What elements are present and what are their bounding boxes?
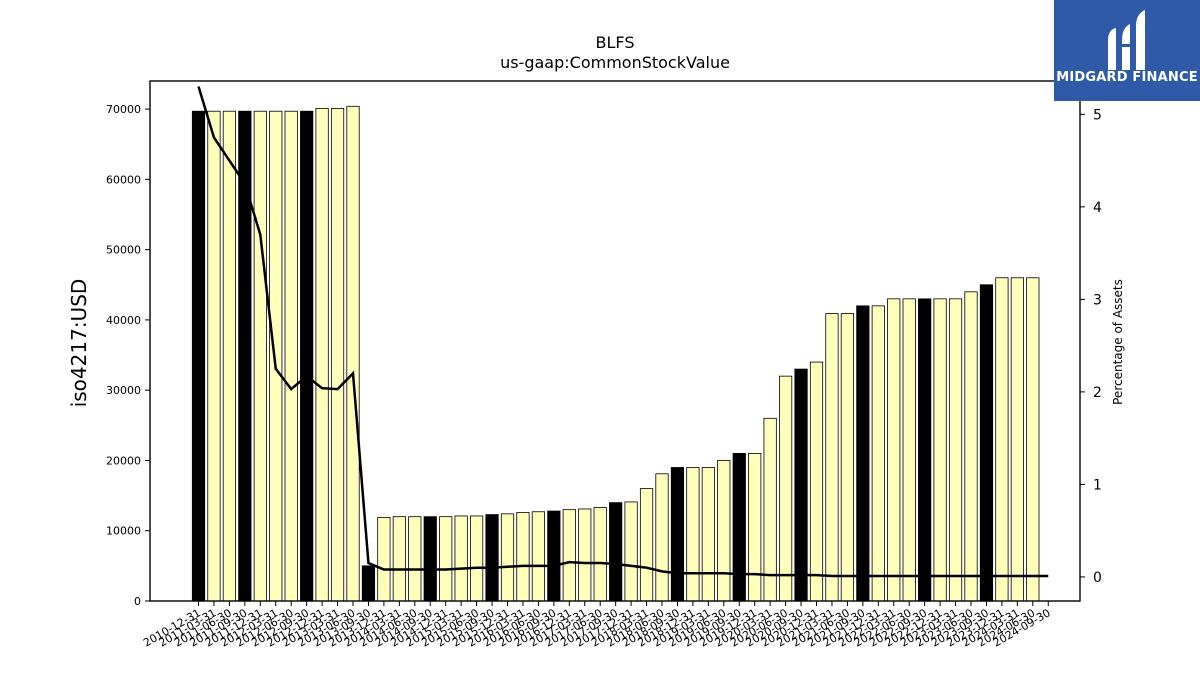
y2-tick-label: 1 (1093, 477, 1102, 493)
bar (732, 453, 746, 602)
bar (964, 291, 978, 602)
bar (377, 516, 391, 602)
y-tick-label: 70000 (106, 103, 141, 116)
midgard-logo-icon (1108, 10, 1145, 70)
bar (887, 298, 901, 602)
y-axis-label: iso4217:USD (67, 279, 91, 408)
bar (562, 509, 576, 602)
y-tick-label: 30000 (106, 384, 141, 397)
bar (686, 467, 700, 602)
bar (639, 488, 654, 602)
bar (578, 508, 592, 602)
bar (191, 110, 206, 602)
bar (485, 514, 499, 602)
bar (918, 298, 932, 602)
chart-title: BLFS (596, 33, 635, 52)
y-tick-label: 40000 (106, 314, 141, 327)
percentage-line (197, 86, 1049, 578)
y2-axis-label: Percentage of Assets (1111, 279, 1125, 405)
bar (794, 368, 808, 602)
bar (500, 513, 515, 602)
y-tick-label: 10000 (106, 525, 141, 538)
y2-tick-label: 4 (1093, 200, 1102, 216)
bar (408, 516, 422, 602)
bar (670, 467, 685, 602)
bar (315, 108, 329, 602)
bar-group (191, 105, 1040, 602)
bar (979, 284, 994, 602)
bar (624, 501, 638, 602)
y2-tick-label: 0 (1093, 570, 1102, 586)
line-group (197, 86, 1049, 578)
bar (423, 516, 437, 602)
bar (655, 473, 669, 602)
bar (748, 453, 762, 602)
bar (454, 515, 468, 602)
bar (995, 277, 1009, 602)
bar (361, 565, 376, 602)
bar (902, 298, 916, 602)
bar (346, 105, 360, 602)
bar (809, 361, 824, 602)
bar (701, 467, 715, 602)
bar (1026, 277, 1040, 602)
bar (207, 110, 221, 602)
y-tick-label: 20000 (106, 454, 141, 467)
axes: 0 10000 20000 30000 40000 50000 60000 70000 0 1 2 3… (106, 80, 1102, 650)
bar (825, 313, 839, 602)
bar (547, 510, 561, 602)
bar (439, 516, 453, 602)
chart-subtitle: us-gaap:CommonStockValue (500, 53, 730, 72)
y2-tick-label: 3 (1093, 292, 1102, 308)
bar (593, 507, 607, 602)
bar (300, 110, 314, 602)
bar (871, 305, 885, 602)
logo: MIDGARD FINANCE (1054, 0, 1200, 101)
bar (284, 110, 298, 602)
bar (840, 313, 855, 602)
bar (933, 298, 947, 602)
bar (269, 110, 283, 602)
bar (392, 516, 406, 602)
bar (717, 460, 731, 602)
bar (253, 110, 267, 602)
y-tick-label: 0 (134, 595, 141, 608)
bar (779, 375, 793, 602)
logo-text: MIDGARD FINANCE (1056, 70, 1198, 85)
y2-tick-label: 5 (1093, 107, 1102, 123)
bar (469, 515, 484, 602)
bar (330, 108, 345, 602)
bar (948, 298, 963, 602)
bar (516, 512, 530, 602)
bar (856, 305, 870, 602)
bar (222, 110, 236, 602)
bar (609, 502, 623, 602)
y2-tick-label: 2 (1093, 385, 1102, 401)
bar (531, 511, 546, 602)
y-tick-label: 60000 (106, 173, 141, 186)
bar (1010, 277, 1024, 602)
y-tick-label: 50000 (106, 244, 141, 257)
plot-frame (149, 80, 1081, 602)
